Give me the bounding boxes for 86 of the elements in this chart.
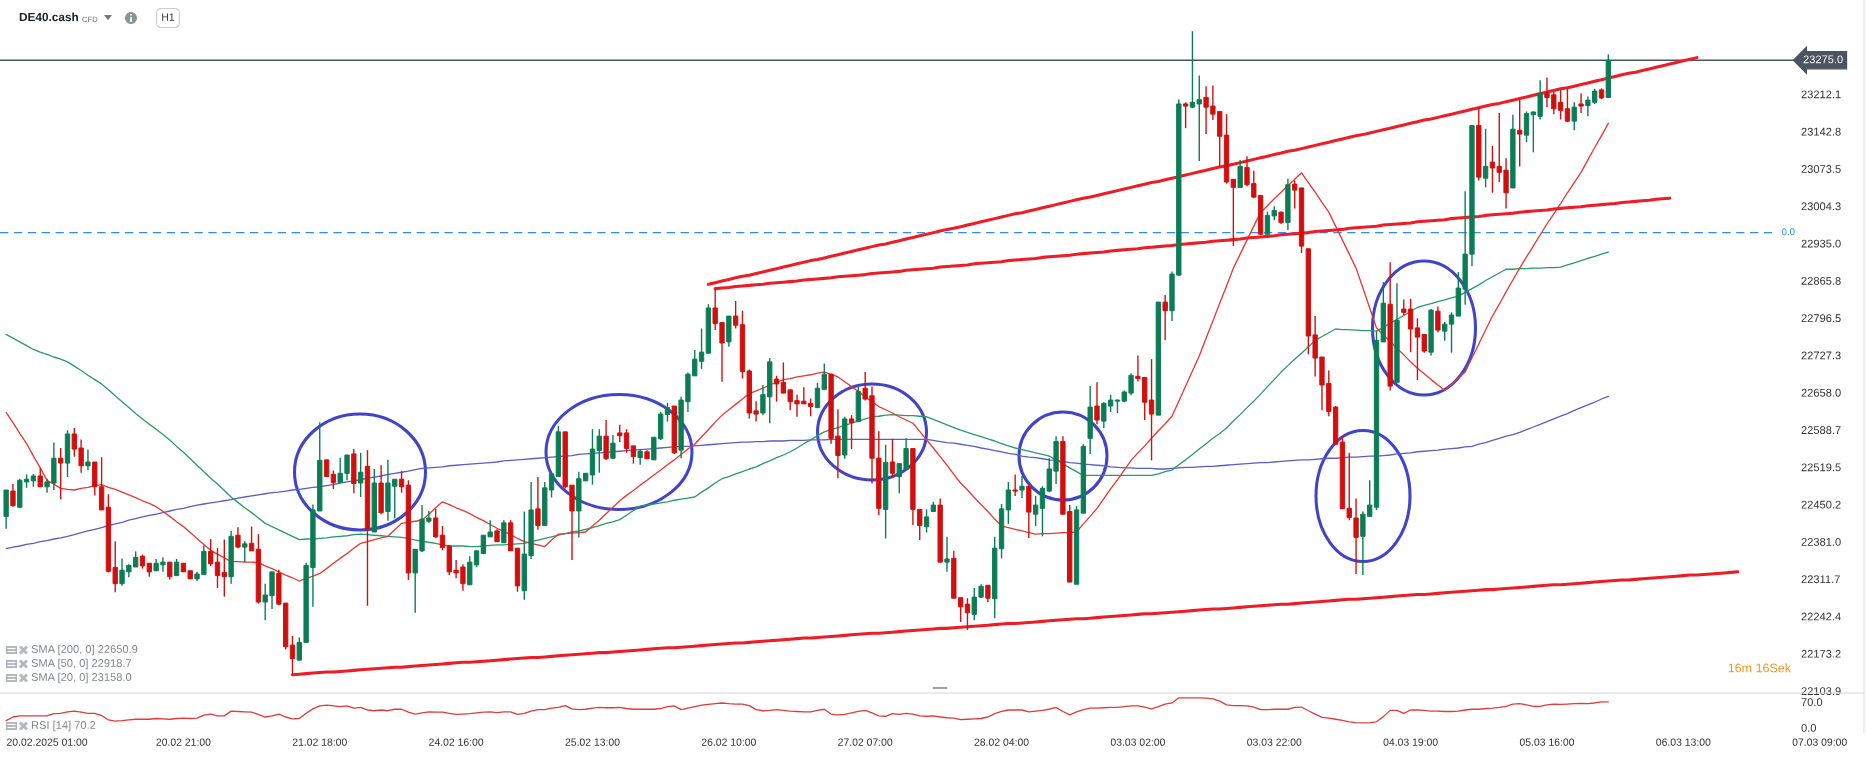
candlestick	[10, 483, 16, 508]
candlestick	[58, 447, 64, 500]
x-tick-label: 07.03 09:00	[1792, 738, 1847, 746]
candlestick	[848, 414, 855, 450]
x-tick-label: 20.02 21:00	[156, 738, 211, 746]
x-tick-label: 24.02 16:00	[429, 738, 484, 746]
x-tick-label: 25.02 13:00	[565, 738, 620, 746]
ref-line-label: 23275.0	[1803, 55, 1843, 64]
candlestick	[773, 375, 780, 403]
annotation: SMA [20, 0] 23158.0	[31, 672, 132, 684]
annotation: H1	[162, 13, 175, 21]
candlestick	[1564, 88, 1571, 123]
annotation: 0.0	[1781, 228, 1795, 236]
candlestick	[603, 419, 609, 461]
candlestick	[432, 508, 439, 539]
candlestick	[964, 597, 971, 631]
candlestick	[289, 635, 296, 676]
candlestick	[889, 438, 896, 479]
x-tick-label: 20.02.2025 01:00	[7, 738, 88, 746]
y-tick-label: 22381.0	[1801, 537, 1841, 546]
y-tick-label: 23004.3	[1801, 202, 1841, 211]
candlestick	[1523, 110, 1530, 143]
x-tick-label: 26.02 10:00	[701, 738, 756, 746]
y-tick-label: 22796.5	[1801, 314, 1841, 323]
candlestick	[1019, 475, 1025, 499]
candlestick	[664, 402, 671, 423]
annotation: SMA [50, 0] 22918.7	[31, 658, 132, 670]
y-tick-label: 22658.0	[1801, 388, 1841, 397]
x-tick-label: 21.02 18:00	[292, 738, 347, 746]
candlestick	[242, 540, 248, 563]
candlestick	[501, 519, 507, 544]
line-series	[706, 56, 1699, 286]
candlestick	[85, 448, 91, 471]
y-tick-label: 22103.9	[1801, 687, 1841, 696]
candlestick	[37, 467, 43, 488]
candlestick	[732, 300, 739, 330]
candlestick	[1435, 305, 1441, 333]
candlestick	[1578, 92, 1584, 114]
candlestick	[1230, 178, 1237, 247]
candlestick	[1237, 159, 1243, 189]
candlestick	[398, 470, 405, 494]
annotation: RSI [14] 70.2	[31, 720, 96, 732]
y-tick-label: 22450.2	[1801, 500, 1841, 509]
line-series	[5, 395, 1609, 550]
line-series	[5, 122, 1609, 582]
text: DE40.cash	[19, 12, 78, 22]
candlestick	[1182, 101, 1189, 129]
y-tick-label: 23212.1	[1801, 90, 1841, 99]
y-tick-label: 22173.2	[1801, 649, 1841, 658]
x-tick-label: 05.03 16:00	[1519, 738, 1575, 746]
y-tick-label: 70.0	[1801, 698, 1823, 706]
x-tick-label: 03.03 22:00	[1247, 738, 1302, 746]
candlestick	[535, 476, 541, 531]
candlestick	[1162, 294, 1168, 342]
candlestick	[1482, 127, 1489, 189]
y-tick-label: 0.0	[1801, 723, 1817, 732]
x-tick-label: 03.03 02:00	[1110, 738, 1166, 746]
annotation: 16m 16Sek	[1728, 663, 1792, 673]
candlestick	[330, 469, 337, 490]
y-tick-label: 22865.8	[1801, 276, 1841, 285]
candlestick	[1005, 481, 1012, 525]
line-series	[713, 196, 1672, 291]
y-tick-label: 22311.7	[1801, 575, 1840, 584]
candlestick	[248, 525, 255, 552]
x-tick-label: 27.02 07:00	[838, 738, 893, 746]
y-tick-label: 22727.3	[1801, 351, 1841, 360]
candlestick	[610, 434, 616, 460]
line-series	[5, 251, 1609, 548]
candlestick	[1032, 495, 1039, 527]
candlestick	[1094, 381, 1100, 426]
y-tick-label: 22935.0	[1801, 239, 1841, 248]
y-tick-label: 22519.5	[1801, 463, 1841, 472]
candlestick	[1571, 101, 1577, 132]
x-tick-label: 04.03 19:00	[1383, 738, 1438, 746]
candlestick	[357, 452, 364, 498]
y-tick-label: 22588.7	[1801, 426, 1841, 434]
y-tick-label: 23073.5	[1801, 165, 1841, 173]
candlestick	[923, 508, 930, 534]
y-tick-label: 22242.4	[1801, 612, 1841, 621]
x-tick-label: 06.03 13:00	[1656, 738, 1711, 746]
annotation: SMA [200, 0] 22650.9	[31, 644, 138, 656]
x-tick-label: 28.02 04:00	[974, 738, 1029, 746]
candlestick	[1012, 473, 1018, 497]
candlestick	[944, 536, 950, 573]
candlestick	[1517, 98, 1523, 168]
y-tick-label: 23142.8	[1801, 127, 1841, 136]
